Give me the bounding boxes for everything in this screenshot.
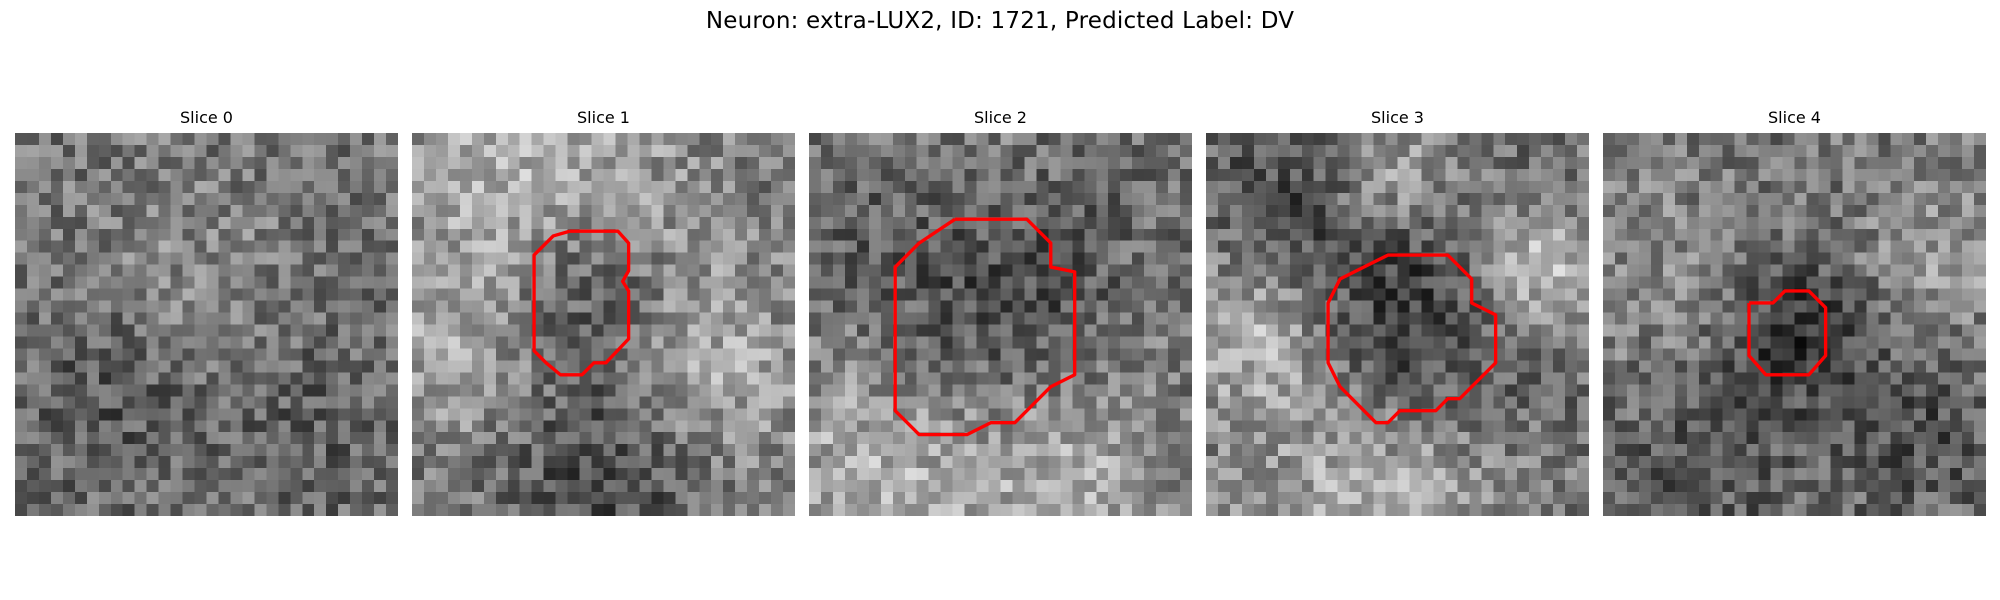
slice-title: Slice 0 bbox=[180, 108, 233, 127]
slice-title: Slice 2 bbox=[974, 108, 1027, 127]
slice-image bbox=[1603, 133, 1986, 516]
slice-title: Slice 4 bbox=[1768, 108, 1821, 127]
segmentation-contour bbox=[893, 217, 1077, 437]
segmentation-contour bbox=[532, 229, 631, 377]
segmentation-contour bbox=[1747, 289, 1828, 377]
segmentation-contour bbox=[1326, 253, 1498, 425]
figure-title: Neuron: extra-LUX2, ID: 1721, Predicted … bbox=[705, 8, 1295, 34]
slice-image bbox=[15, 133, 398, 516]
slice-title: Slice 3 bbox=[1371, 108, 1424, 127]
slice-image bbox=[412, 133, 795, 516]
slice-image bbox=[809, 133, 1192, 516]
slice-image bbox=[1206, 133, 1589, 516]
slice-title: Slice 1 bbox=[577, 108, 630, 127]
